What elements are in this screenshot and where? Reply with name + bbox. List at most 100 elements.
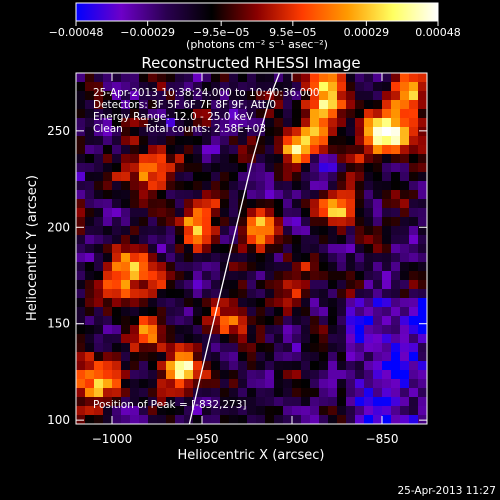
heatmap-cell <box>112 199 122 209</box>
heatmap-cell <box>409 244 419 254</box>
colorbar-tick-label: 0.00029 <box>344 26 390 39</box>
heatmap-cell <box>238 172 248 182</box>
heatmap-cell <box>256 379 266 389</box>
heatmap-cell <box>175 325 185 335</box>
heatmap-cell <box>184 82 194 92</box>
heatmap-cell <box>382 217 392 227</box>
heatmap-cell <box>400 181 410 191</box>
heatmap-cell <box>148 316 158 326</box>
heatmap-cell <box>166 379 176 389</box>
heatmap-cell <box>418 154 427 164</box>
heatmap-cell <box>103 136 113 146</box>
heatmap-cell <box>85 136 95 146</box>
heatmap-cell <box>337 199 347 209</box>
heatmap-cell <box>148 289 158 299</box>
heatmap-cell <box>157 280 167 290</box>
heatmap-cell <box>337 406 347 416</box>
heatmap-cell <box>85 325 95 335</box>
heatmap-cell <box>400 298 410 308</box>
heatmap-cell <box>238 289 248 299</box>
heatmap-cell <box>283 118 293 128</box>
heatmap-cell <box>310 199 320 209</box>
heatmap-cell <box>265 307 275 317</box>
heatmap-cell <box>130 298 140 308</box>
heatmap-cell <box>283 109 293 119</box>
heatmap-cell <box>418 289 427 299</box>
heatmap-cell <box>247 415 257 424</box>
heatmap-cell <box>103 190 113 200</box>
heatmap-cell <box>175 208 185 218</box>
heatmap-cell <box>355 298 365 308</box>
heatmap-cell <box>211 235 221 245</box>
heatmap-cell <box>220 334 230 344</box>
heatmap-cell <box>346 91 356 101</box>
heatmap-cell <box>166 100 176 110</box>
heatmap-cell <box>76 100 86 110</box>
heatmap-cell <box>274 208 284 218</box>
heatmap-cell <box>409 172 419 182</box>
heatmap-cell <box>193 388 203 398</box>
heatmap-cell <box>265 163 275 173</box>
heatmap-cell <box>337 415 347 424</box>
heatmap-cell <box>364 415 374 424</box>
heatmap-cell <box>148 217 158 227</box>
heatmap-cell <box>319 244 329 254</box>
heatmap-cell <box>391 280 401 290</box>
heatmap-cell <box>265 82 275 92</box>
heatmap-cell <box>373 199 383 209</box>
heatmap-cell <box>94 217 104 227</box>
heatmap-cell <box>130 190 140 200</box>
heatmap-cell <box>139 343 149 353</box>
heatmap-cell <box>319 235 329 245</box>
heatmap-cell <box>292 289 302 299</box>
heatmap-cell <box>229 415 239 424</box>
heatmap-cell <box>76 316 86 326</box>
heatmap-cell <box>193 244 203 254</box>
heatmap-cell <box>373 316 383 326</box>
heatmap-cell <box>229 361 239 371</box>
heatmap-cell <box>265 361 275 371</box>
heatmap-cell <box>103 163 113 173</box>
heatmap-cell <box>139 298 149 308</box>
heatmap-cell <box>238 280 248 290</box>
heatmap-cell <box>364 118 374 128</box>
heatmap-cell <box>247 91 257 101</box>
heatmap-cell <box>175 217 185 227</box>
heatmap-cell <box>355 352 365 362</box>
heatmap-cell <box>85 109 95 119</box>
heatmap-cell <box>409 397 419 407</box>
heatmap-cell <box>346 109 356 119</box>
heatmap-cell <box>184 397 194 407</box>
heatmap-cell <box>337 154 347 164</box>
heatmap-cell <box>274 289 284 299</box>
heatmap-cell <box>319 136 329 146</box>
heatmap-cell <box>112 307 122 317</box>
heatmap-cell <box>130 118 140 128</box>
heatmap-cell <box>139 226 149 236</box>
heatmap-cell <box>94 118 104 128</box>
heatmap-cell <box>319 352 329 362</box>
heatmap-cell <box>346 154 356 164</box>
heatmap-cell <box>184 208 194 218</box>
heatmap-cell <box>202 280 212 290</box>
heatmap-cell <box>184 352 194 362</box>
heatmap-cell <box>256 253 266 263</box>
heatmap-cell <box>175 145 185 155</box>
heatmap-cell <box>139 163 149 173</box>
heatmap-cell <box>112 91 122 101</box>
heatmap-cell <box>283 127 293 137</box>
heatmap-cell <box>391 217 401 227</box>
heatmap-cell <box>166 172 176 182</box>
heatmap-cell <box>121 163 131 173</box>
heatmap-cell <box>328 199 338 209</box>
heatmap-cell <box>184 244 194 254</box>
heatmap-cell <box>301 289 311 299</box>
heatmap-cell <box>139 370 149 380</box>
x-tick-label: −850 <box>366 432 399 446</box>
heatmap-cell <box>157 379 167 389</box>
heatmap-cell <box>211 82 221 92</box>
heatmap-cell <box>292 217 302 227</box>
heatmap-cell <box>157 406 167 416</box>
heatmap-cell <box>337 190 347 200</box>
heatmap-cell <box>85 289 95 299</box>
